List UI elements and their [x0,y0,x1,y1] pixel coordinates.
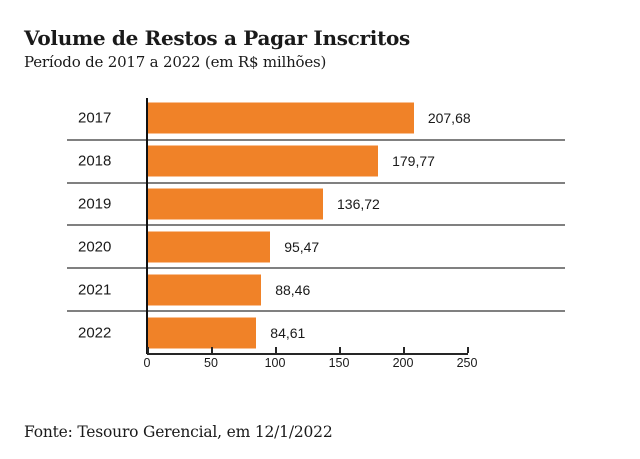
value-label: 84,61 [270,324,306,341]
x-axis-tick [339,347,341,353]
year-label: 2017 [78,109,112,127]
chart-subtitle: Período de 2017 a 2022 (em R$ milhões) [24,53,327,71]
chart-title: Volume de Restos a Pagar Inscritos [24,26,411,50]
source-note: Fonte: Tesouro Gerencial, em 12/1/2022 [24,423,333,441]
value-label: 207,68 [427,110,471,127]
y-axis-line [146,98,148,354]
x-axis-tick-label: 200 [392,356,414,370]
x-axis-tick [275,347,277,353]
x-axis-tick-label: 50 [204,356,218,370]
x-axis-tick-label: 0 [143,356,151,370]
x-axis-line [147,353,468,355]
x-axis-tick [403,347,405,353]
x-axis-tick-label: 250 [456,356,478,370]
year-label: 2021 [78,281,112,299]
bar [148,188,323,220]
year-label: 2020 [78,238,112,256]
bar [148,317,257,349]
bar [148,231,271,263]
year-label: 2018 [78,152,112,170]
x-axis-tick [211,347,213,353]
chart-row: 2021 88,46 [67,269,565,313]
x-axis-tick-label: 100 [264,356,286,370]
year-label: 2022 [78,324,112,342]
x-axis-tick-label: 150 [328,356,350,370]
chart-row: 2022 84,61 [67,312,565,353]
chart-row: 2018 179,77 [67,141,565,184]
chart-row: 2017 207,68 [67,98,565,141]
chart-row: 2019 136,72 [67,184,565,227]
x-axis-tick [467,347,469,353]
chart-header: Volume de Restos a Pagar Inscritos Perío… [24,26,410,71]
bar [148,102,414,134]
value-label: 136,72 [337,196,380,213]
value-label: 95,47 [284,238,320,255]
chart-rows: 2017 207,68 2018 179,77 2019 136,72 2020 95,47 2… [67,98,565,353]
year-label: 2019 [78,195,112,213]
value-label: 88,46 [275,281,311,298]
chart-row: 2020 95,47 [67,226,565,270]
value-label: 179,77 [392,153,435,170]
x-axis-tick [147,347,149,353]
bar [148,274,262,306]
bar [148,145,379,177]
